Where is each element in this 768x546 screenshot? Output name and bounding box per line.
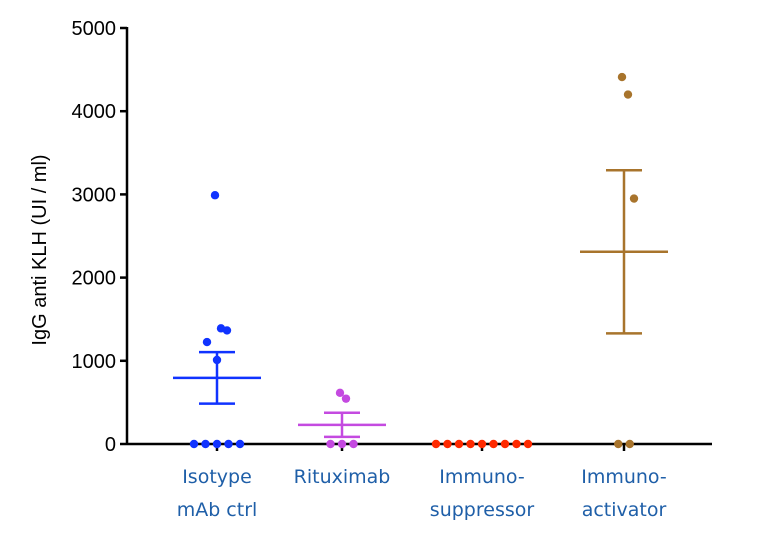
data-point [212, 439, 222, 449]
data-point [224, 439, 233, 449]
category-label-line: mAb ctrl [177, 499, 258, 521]
category-label-line: suppressor [430, 499, 535, 521]
data-point [489, 439, 498, 449]
data-point [523, 439, 533, 449]
category-label-line: Immuno- [439, 466, 525, 488]
category-label-line: Isotype [182, 466, 252, 488]
data-point [341, 394, 351, 403]
category-label: Rituximab [294, 466, 391, 488]
data-point [201, 439, 210, 449]
category-label: Immuno-suppressor [430, 466, 535, 521]
y-tick-label: 3000 [72, 184, 117, 206]
data-point [431, 439, 441, 449]
data-point [210, 191, 220, 200]
data-groups: Isotype mAb ctrl Rituximab Immuno-suppresso… [173, 72, 668, 521]
data-point [443, 439, 452, 449]
group-2: Immuno-suppressor [430, 439, 535, 521]
category-label: Immuno-activator [581, 466, 667, 521]
y-axis: 0 1000 2000 3000 4000 5000 [72, 18, 129, 456]
data-point [337, 439, 347, 449]
data-point [512, 439, 521, 449]
data-point [500, 439, 510, 449]
data-point [477, 439, 487, 449]
category-label-line: Rituximab [294, 466, 391, 488]
y-tick-label: 0 [105, 434, 116, 456]
data-point [202, 337, 212, 347]
y-tick-label: 5000 [72, 18, 117, 40]
group-3: Immuno-activator [580, 72, 668, 521]
data-point [623, 90, 633, 99]
data-point [349, 439, 358, 449]
y-tick-label: 2000 [72, 268, 117, 290]
y-axis-label: IgG anti KLH (UI / ml) [29, 154, 51, 345]
data-point [222, 326, 232, 335]
data-point [629, 194, 639, 203]
data-point [235, 439, 245, 449]
data-point [617, 72, 627, 82]
y-tick-label: 4000 [72, 101, 117, 123]
data-point [335, 388, 345, 398]
data-point [189, 439, 199, 449]
data-point [326, 439, 335, 449]
data-point [466, 439, 475, 449]
data-point [454, 439, 464, 449]
group-0: Isotype mAb ctrl [173, 191, 261, 521]
category-label-line: activator [582, 499, 667, 521]
category-label: Isotype mAb ctrl [177, 466, 258, 521]
data-point [212, 355, 222, 365]
category-label-line: Immuno- [581, 466, 667, 488]
group-1: Rituximab [294, 388, 391, 488]
data-point [625, 439, 634, 449]
data-point [614, 439, 623, 449]
y-tick-label: 1000 [72, 351, 117, 373]
